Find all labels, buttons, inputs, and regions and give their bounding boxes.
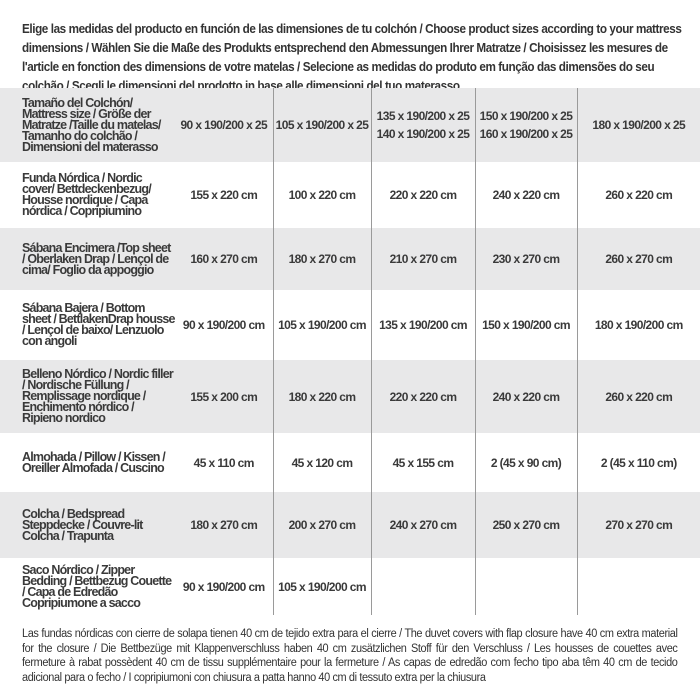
size-cell: 100 x 220 cm xyxy=(272,162,371,228)
size-cell: 220 x 220 cm xyxy=(370,162,475,228)
size-cell: 90 x 190/200 cm xyxy=(182,318,265,332)
size-cell: 150 x 190/200 cm xyxy=(474,290,577,360)
header-col: 105 x 190/200 x 25 xyxy=(272,88,371,162)
size-cell: 240 x 270 cm xyxy=(370,492,475,558)
intro-text: Elige las medidas del producto en funció… xyxy=(22,22,682,93)
size-cell: 260 x 220 cm xyxy=(576,162,700,228)
size-cell xyxy=(370,558,475,615)
mattress-size: 150 x 190/200 x 25 xyxy=(479,109,573,123)
header-col: 135 x 190/200 x 25 140 x 190/200 x 25 xyxy=(370,88,475,162)
table-header-row: Tamaño del Colchón/ Mattress size / Größ… xyxy=(0,88,700,162)
size-cell xyxy=(474,558,577,615)
size-cell: 240 x 220 cm xyxy=(474,360,577,433)
row-label: Saco Nórdico / Zipper Bedding / Bettbezu… xyxy=(22,562,172,610)
size-cell: 180 x 270 cm xyxy=(175,492,273,558)
size-cell: 270 x 270 cm xyxy=(576,492,700,558)
size-cell: 45 x 110 cm xyxy=(193,455,255,470)
table-row: Belleno Nórdico / Nordic filler / Nordis… xyxy=(0,360,700,433)
size-cell: 105 x 190/200 cm xyxy=(272,558,371,615)
size-cell: 155 x 200 cm xyxy=(175,360,273,433)
size-cell: 90 x 190/200 cm xyxy=(182,579,265,594)
mattress-size: 105 x 190/200 x 25 xyxy=(275,118,369,132)
row-label: Colcha / Bedspread Steppdecke / Couvre-l… xyxy=(0,492,175,558)
row-label: Sábana Encimera /Top sheet / Oberlaken D… xyxy=(0,228,175,290)
header-col: 180 x 190/200 x 25 xyxy=(576,88,700,162)
size-cell: 160 x 270 cm xyxy=(175,228,273,290)
size-cell: 45 x 155 cm xyxy=(370,433,475,492)
header-label: Tamaño del Colchón/ Mattress size / Größ… xyxy=(0,88,175,162)
row-label: Funda Nórdica / Nordic cover/ Bettdecken… xyxy=(22,171,152,218)
table-row: Almohada / Pillow / Kissen / Oreiller Al… xyxy=(0,433,700,492)
size-cell: 240 x 220 cm xyxy=(474,162,577,228)
size-cell: 200 x 270 cm xyxy=(272,492,371,558)
mattress-size: 160 x 190/200 x 25 xyxy=(479,127,573,141)
mattress-size: 140 x 190/200 x 25 xyxy=(376,127,470,141)
table-row: Colcha / Bedspread Steppdecke / Couvre-l… xyxy=(0,492,700,558)
mattress-size: 180 x 190/200 x 25 xyxy=(592,118,686,132)
table-row: Sábana Bajera / Bottom sheet / Bettlaken… xyxy=(0,290,700,360)
size-cell: 250 x 270 cm xyxy=(474,492,577,558)
row-label: Almohada / Pillow / Kissen / Oreiller Al… xyxy=(22,449,166,475)
size-cell: 105 x 190/200 cm xyxy=(272,290,371,360)
size-cell: 45 x 120 cm xyxy=(272,433,371,492)
size-table: Tamaño del Colchón/ Mattress size / Größ… xyxy=(0,88,700,615)
size-cell: 260 x 220 cm xyxy=(576,360,700,433)
size-cell: 260 x 270 cm xyxy=(576,228,700,290)
size-cell: 210 x 270 cm xyxy=(370,228,475,290)
row-label: Belleno Nórdico / Nordic filler / Nordis… xyxy=(0,360,175,433)
size-cell: 180 x 270 cm xyxy=(272,228,371,290)
size-cell: 230 x 270 cm xyxy=(474,228,577,290)
table-row: Funda Nórdica / Nordic cover/ Bettdecken… xyxy=(0,162,700,228)
footer-note: Las fundas nórdicas con cierre de solapa… xyxy=(22,628,678,684)
size-cell: 220 x 220 cm xyxy=(370,360,475,433)
size-cell: 135 x 190/200 cm xyxy=(370,290,475,360)
row-label: Sábana Bajera / Bottom sheet / Bettlaken… xyxy=(22,301,175,348)
size-cell xyxy=(576,558,700,615)
header-col: 90 x 190/200 x 25 xyxy=(175,88,273,162)
size-cell: 180 x 190/200 cm xyxy=(576,290,700,360)
size-cell: 2 (45 x 110 cm) xyxy=(576,433,700,492)
table-row: Saco Nórdico / Zipper Bedding / Bettbezu… xyxy=(0,558,700,615)
header-col: 150 x 190/200 x 25 160 x 190/200 x 25 xyxy=(474,88,577,162)
size-cell: 2 (45 x 90 cm) xyxy=(474,433,577,492)
size-cell: 180 x 220 cm xyxy=(272,360,371,433)
table-row: Sábana Encimera /Top sheet / Oberlaken D… xyxy=(0,228,700,290)
mattress-size: 90 x 190/200 x 25 xyxy=(180,118,268,132)
size-cell: 155 x 220 cm xyxy=(190,188,258,202)
mattress-size: 135 x 190/200 x 25 xyxy=(376,109,470,123)
